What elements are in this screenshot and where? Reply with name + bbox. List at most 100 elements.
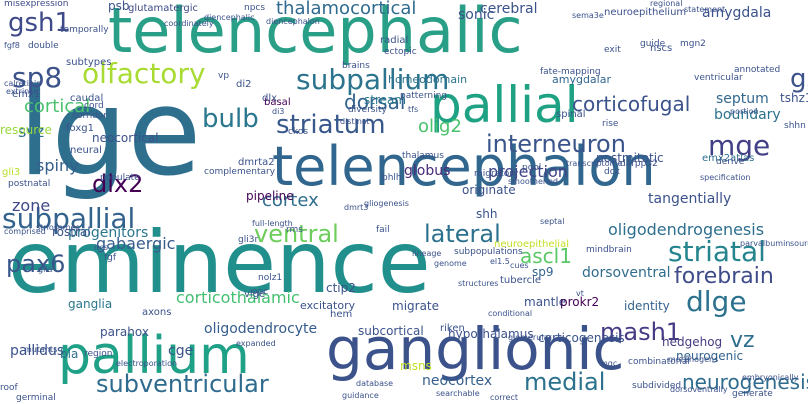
word: portion	[730, 107, 759, 116]
word: postmitotic	[596, 151, 664, 165]
word: ganglia	[68, 297, 113, 311]
word: pipeline	[246, 189, 294, 203]
word: thalamus	[402, 151, 444, 161]
word: dlx	[262, 93, 278, 104]
word: dorsal	[344, 90, 406, 114]
word: guidance	[342, 391, 379, 400]
word: distinct	[340, 117, 370, 126]
word: neural	[70, 145, 102, 156]
word: derive	[716, 157, 745, 167]
word: foxg1	[66, 123, 94, 134]
word: zone	[12, 196, 51, 215]
word: generate	[732, 389, 773, 399]
word: corridor	[72, 111, 108, 121]
word: gsx1	[790, 64, 808, 94]
word: thalamocortical	[276, 0, 417, 19]
word: msns	[400, 359, 432, 373]
word: subpallium	[296, 63, 450, 96]
word: nolz1	[258, 273, 283, 283]
word: sp8	[12, 61, 63, 94]
word: subdivided	[632, 381, 682, 391]
word: neocortical	[92, 131, 159, 145]
word: shhn	[784, 121, 806, 131]
word: pallidus	[10, 343, 65, 359]
word: pool	[522, 163, 542, 173]
word: eminence	[8, 213, 431, 313]
word: corticothalamic	[176, 288, 300, 307]
word: spinal	[556, 109, 586, 120]
word: guide	[640, 39, 666, 49]
word: telencephalic	[108, 0, 523, 67]
word: ectopic	[384, 47, 417, 57]
word: bla	[60, 347, 79, 361]
word: full-length	[252, 219, 293, 228]
word: source	[790, 239, 808, 248]
word: vz	[730, 328, 755, 353]
word: fgf	[104, 253, 117, 263]
word: ctip2	[326, 281, 356, 295]
word: opc	[252, 287, 269, 297]
word: bulb	[202, 104, 259, 134]
word: glomerular	[508, 333, 552, 342]
word: fail	[376, 225, 390, 235]
word: correct	[490, 393, 519, 402]
word: populate	[100, 173, 140, 183]
word: hedgehog	[662, 335, 723, 349]
word: combinatorial	[628, 357, 690, 367]
word: telencephalon	[272, 135, 656, 198]
word: cortical	[24, 96, 91, 117]
word: neocortex	[422, 373, 493, 389]
word: germinal	[16, 393, 56, 403]
word: parvalbumin	[740, 239, 791, 248]
word: cord	[84, 101, 104, 111]
word: forebrain	[674, 264, 774, 289]
word: di3	[272, 107, 285, 116]
word: gabaergic	[96, 234, 176, 253]
word: striatal	[668, 235, 766, 268]
word: calretinin	[4, 79, 42, 88]
word: pallium	[58, 326, 250, 386]
word: olig2	[418, 116, 462, 137]
word: postnatal	[8, 179, 51, 189]
word: lge	[18, 64, 202, 203]
word: vt	[576, 289, 584, 298]
word: dorsoventral	[582, 265, 671, 281]
word: itcs	[94, 243, 108, 252]
word: dmrt3	[344, 203, 369, 212]
word: genome	[434, 259, 467, 268]
word: neurogenic	[676, 349, 744, 363]
word: migratory	[474, 169, 519, 179]
word: brains	[342, 61, 370, 71]
word: annotated	[734, 65, 781, 75]
word: hem	[330, 309, 353, 320]
word: excitatory	[300, 299, 356, 312]
word: subventricular	[96, 370, 269, 398]
word: vlge	[244, 289, 266, 300]
word: darpp32	[620, 159, 658, 169]
word: regional	[650, 0, 683, 8]
word: emx2atlas	[702, 153, 755, 164]
word: fate-mapping	[540, 67, 601, 77]
word: expanded	[236, 339, 276, 348]
word: spiny	[36, 156, 79, 175]
word: cues	[510, 261, 529, 270]
word: gli3r	[238, 235, 259, 245]
word: statement	[684, 5, 726, 14]
word: corticogenesis	[538, 331, 625, 345]
word: di2	[236, 79, 252, 90]
word: nscs	[650, 43, 673, 54]
word: oligodendrocyte	[204, 321, 318, 337]
word: sonic	[458, 7, 495, 23]
word: mindbrain	[586, 245, 632, 255]
word: gliogenesis	[364, 199, 409, 208]
word: axons	[142, 307, 172, 318]
word: ventral	[254, 220, 339, 248]
word: shh	[476, 207, 498, 221]
word: emx1	[12, 89, 41, 100]
word: misexpression	[4, 0, 69, 9]
word: neuroepithelium	[604, 7, 687, 18]
word: vp	[218, 71, 230, 81]
word: subpallial	[2, 202, 136, 235]
word: rise	[602, 119, 619, 129]
